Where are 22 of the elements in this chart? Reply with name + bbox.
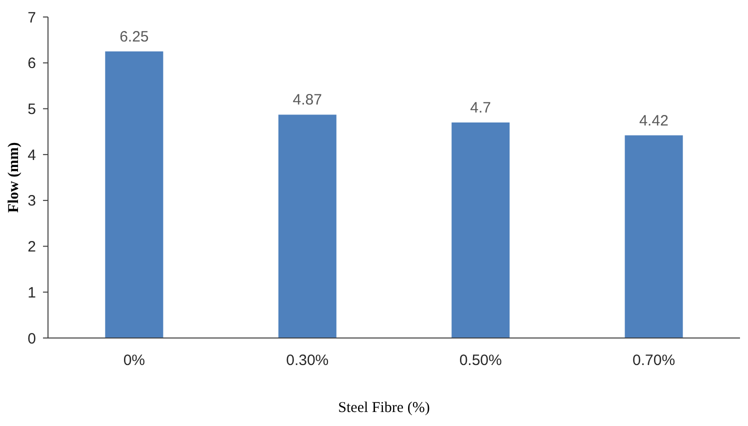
y-tick-label: 1 — [28, 284, 36, 302]
data-label: 6.25 — [120, 28, 149, 46]
y-tick-label: 5 — [28, 100, 36, 118]
y-axis-title: Flow (mm) — [6, 142, 22, 213]
x-tick-label: 0.30% — [286, 352, 329, 369]
bar — [278, 114, 336, 338]
y-tick-label: 4 — [28, 146, 36, 164]
bar — [452, 122, 510, 338]
bar — [624, 135, 683, 338]
data-label: 4.42 — [639, 112, 668, 130]
y-tick-label: 6 — [28, 55, 36, 72]
y-tick-label: 3 — [28, 192, 36, 210]
y-tick-label: 2 — [28, 238, 36, 256]
x-tick-label: 0.50% — [459, 352, 502, 369]
data-label: 4.7 — [470, 99, 492, 116]
x-axis-title: Steel Fibre (%) — [338, 400, 430, 416]
x-tick-label: 0.70% — [632, 352, 676, 369]
y-tick-label: 7 — [28, 9, 36, 26]
bar — [105, 51, 164, 338]
data-label: 4.87 — [292, 92, 322, 109]
x-tick-label: 0% — [123, 352, 146, 369]
y-tick-label: 0 — [28, 330, 36, 348]
